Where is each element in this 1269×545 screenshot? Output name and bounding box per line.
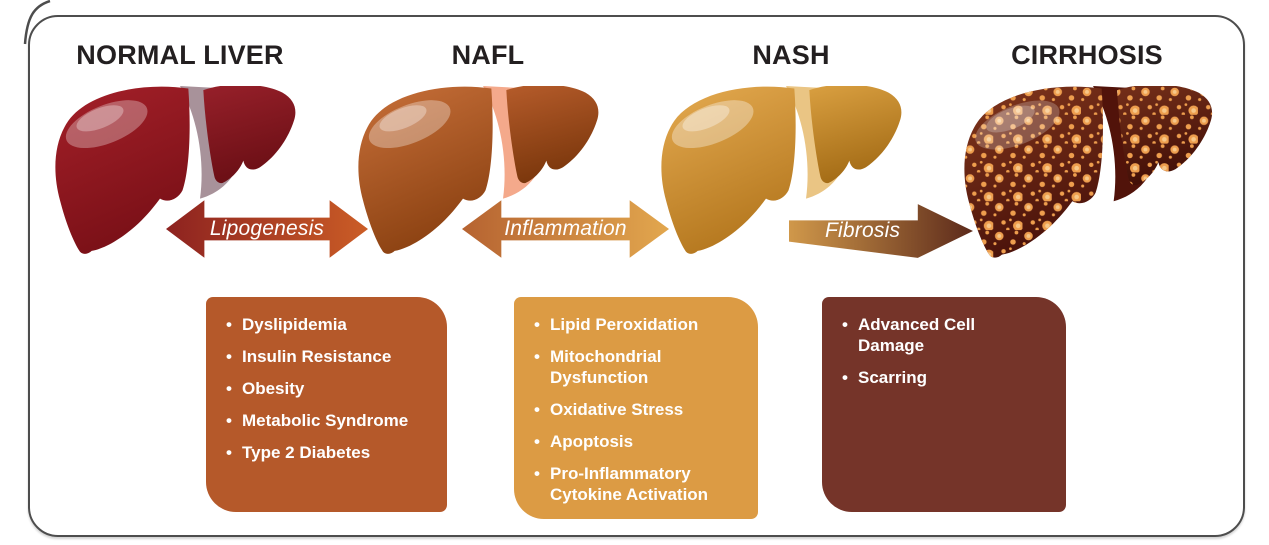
diagram-frame	[28, 15, 1245, 537]
stage-title-cirrhosis: CIRRHOSIS	[1011, 40, 1163, 70]
bullet-item: Lipid Peroxidation	[534, 314, 746, 335]
fibrosis-arrow-label: Fibrosis	[825, 219, 901, 242]
bullet-item: Mitochondrial Dysfunction	[534, 346, 746, 388]
stage-title-normal-liver: NORMAL LIVER	[76, 40, 284, 70]
cirrhosis-factors-box: Advanced Cell Damage Scarring	[822, 297, 1066, 512]
bullet-item: Type 2 Diabetes	[226, 442, 435, 463]
bullet-item: Metabolic Syndrome	[226, 410, 435, 431]
bullet-item: Scarring	[842, 367, 1008, 388]
normal-liver-illustration	[55, 86, 305, 260]
lipogenesis-arrow-label: Lipogenesis	[209, 217, 325, 240]
cirrhosis-liver-illustration	[964, 86, 1222, 264]
bullet-item: Pro-Inflammatory Cytokine Activation	[534, 463, 746, 505]
bullet-item: Oxidative Stress	[534, 399, 746, 420]
cirrhosis-factors-list: Advanced Cell Damage Scarring	[842, 314, 1054, 388]
inflammation-arrow-label: Inflammation	[504, 217, 627, 240]
nash-liver-illustration	[661, 86, 911, 260]
nash-factors-box: Lipid Peroxidation Mitochondrial Dysfunct…	[514, 297, 758, 519]
nafl-factors-list: Dyslipidemia Insulin Resistance Obesity Met…	[226, 314, 435, 463]
bullet-item: Advanced Cell Damage	[842, 314, 1008, 356]
stage-title-nash: NASH	[752, 40, 830, 70]
stage-title-nafl: NAFL	[451, 40, 525, 70]
cropped-corner-line	[23, 0, 51, 45]
bullet-item: Apoptosis	[534, 431, 746, 452]
nafl-liver-illustration	[358, 86, 608, 260]
bullet-item: Dyslipidemia	[226, 314, 435, 335]
bullet-item: Insulin Resistance	[226, 346, 435, 367]
nafl-factors-box: Dyslipidemia Insulin Resistance Obesity Met…	[206, 297, 447, 512]
bullet-item: Obesity	[226, 378, 435, 399]
nash-factors-list: Lipid Peroxidation Mitochondrial Dysfunct…	[534, 314, 746, 505]
